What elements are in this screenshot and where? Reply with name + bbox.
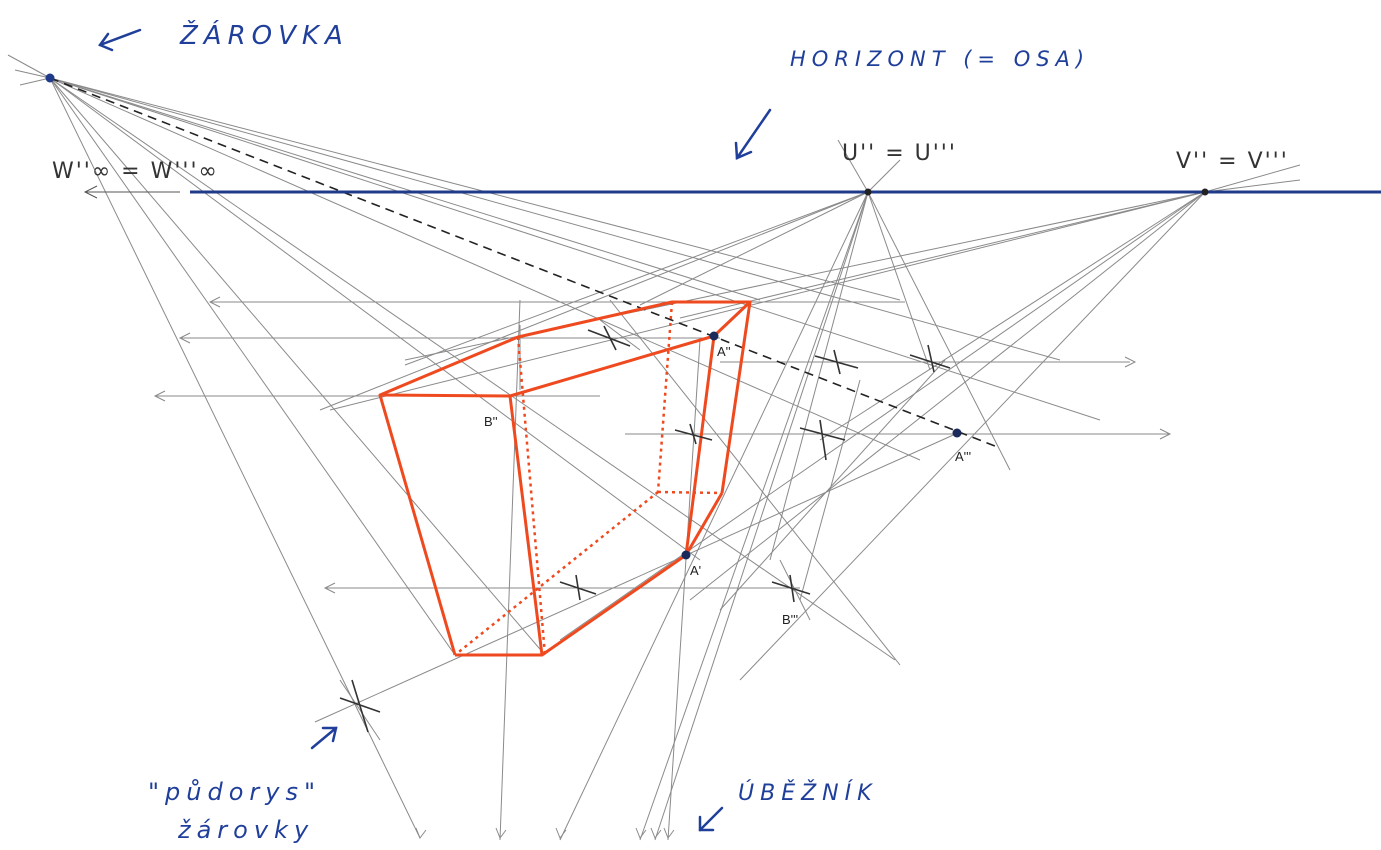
intersection-marks [339,325,951,733]
vanishing-point-v [1201,188,1209,196]
point-a-double [709,331,719,341]
u-vanishing-label: U'' = U''' [842,141,957,166]
horizon-label: HORIZONT (= OSA) [790,47,1090,71]
vanishing-point-u [864,188,872,196]
arrow-to-horizon-icon [734,108,772,160]
arrow-to-vanishing-icon [698,806,724,832]
shadow-ray-dashed [49,77,1001,449]
right-edge [720,301,752,494]
front-edge [378,394,457,656]
vanishing-label: ÚBĚŽNÍK [738,780,878,806]
plan-label-line1: "půdorys" [148,778,321,806]
point-a-double-label: A'' [717,344,731,359]
bulb-label: ŽÁROVKA [179,19,349,51]
point-a-single [681,550,691,560]
point-b-double-label: B'' [484,414,498,429]
solid-body [378,300,752,657]
construction-lines [7,54,1301,841]
point-a-triple-label: A''' [955,449,971,464]
point-a-triple [952,428,962,438]
bottom-edge [455,492,724,657]
arrow-to-plan-icon [310,726,338,750]
w-infinity-label: W''∞ = W'''∞ [52,159,219,184]
middle-edge [508,395,544,656]
key-points [45,73,1209,560]
arrow-to-bulb-icon [98,28,142,52]
top-face [378,300,752,398]
plan-label-line2: žárovky [177,816,314,844]
point-b-triple-label: B''' [782,612,798,627]
v-vanishing-label: V'' = V''' [1176,149,1289,174]
point-a-single-label: A' [690,563,701,578]
inner-edge [684,335,716,556]
light-bulb-point [45,73,55,83]
horizon-line [83,185,1381,199]
hidden-edges [454,301,723,656]
